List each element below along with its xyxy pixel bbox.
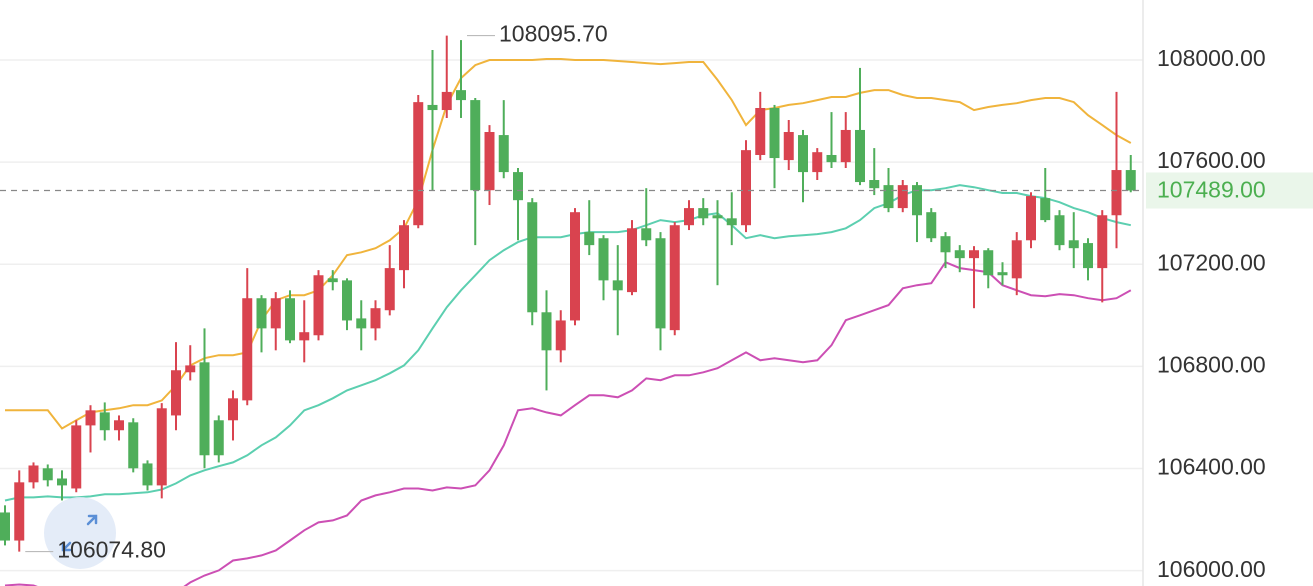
candle-body [869,180,880,189]
candle-body [897,185,908,209]
candle-body [954,250,965,259]
expand-icon[interactable] [61,514,98,552]
candle-body [855,129,865,183]
candle-body [783,132,794,161]
candle-body [926,212,937,239]
candle-body [684,208,694,226]
candle-body [812,152,823,173]
candle-body [85,410,96,426]
last-price-label: 107489.00 [1157,177,1266,203]
candle-body [128,422,139,469]
candle-body [399,225,409,271]
candle-body [1040,198,1051,221]
candle-body [769,108,780,159]
y-tick-label: 108000.00 [1157,45,1266,71]
candle-body [1026,196,1036,241]
candle-body [655,238,666,329]
candle-body [213,420,224,456]
candle-body [1011,240,1022,279]
candle-body [14,482,25,541]
candle-body [199,362,210,456]
candle-body [840,129,851,163]
candle-body [441,91,452,111]
candle-body [698,208,709,219]
candle-body [413,102,424,226]
candle-body [1054,215,1065,246]
candle-body [1125,170,1136,191]
candle-body [470,100,481,191]
y-tick-label: 107200.00 [1157,249,1266,275]
candle-body [1097,215,1108,269]
candle-body [669,225,680,331]
candle-body [598,238,609,281]
candle-body [940,236,951,253]
candle-body [997,272,1008,276]
candle-body [342,280,352,321]
y-tick-label: 107600.00 [1157,147,1266,173]
candle-body [513,172,523,201]
candle-body [156,408,167,486]
candle-body [456,90,466,101]
candle-body [99,412,110,431]
candle-body [1068,240,1079,249]
candle-body [114,420,124,431]
candle-body [527,202,538,313]
candle-body [427,104,438,111]
candle-body [755,108,766,155]
candle-body [270,298,281,329]
candle-body [285,298,295,341]
candle-body [570,212,580,321]
candle-body [584,232,595,246]
y-tick-label: 106800.00 [1157,351,1266,377]
candle-body [42,468,53,481]
candle-body [1111,170,1122,216]
candle-body [299,332,310,341]
candle-body [498,135,509,173]
candle-body [541,312,552,351]
candle-body [384,268,395,311]
candle-body [983,250,994,276]
candle-body [356,318,367,329]
candle-body [228,398,238,421]
candle-body [171,370,181,416]
annotation-label: 106074.80 [57,537,166,563]
band-line [4,260,1132,586]
candle-body [327,278,338,283]
candle-body [71,425,82,489]
candle-body [741,150,751,226]
annotation-label: 108095.70 [499,21,608,47]
candle-body [883,185,894,209]
candle-body [1083,243,1093,269]
candle-body [242,298,253,401]
candle-body [641,228,652,241]
candle-body [627,228,637,293]
candle-body [555,320,566,351]
candle-body [712,215,723,219]
y-tick-label: 106000.00 [1157,556,1266,582]
expand-button[interactable] [44,497,116,569]
candle-body [256,298,267,329]
last-price-badge [1146,172,1313,209]
candle-body [726,218,737,226]
plot-area [0,35,1143,586]
candle-body [798,135,808,173]
candle-body [484,132,495,191]
candle-body [969,250,979,259]
candle-body [28,465,39,483]
band-line [5,58,1132,430]
band-line [4,184,1132,502]
candle-body [0,512,10,541]
candle-body [912,185,922,216]
candle-body [826,154,837,163]
candle-body [370,308,381,329]
y-tick-label: 106400.00 [1157,454,1266,480]
candle-body [313,275,324,336]
candle-body [142,463,153,486]
y-axis: 108000.00 107600.00 107200.00 106800.00 1064… [1157,45,1266,582]
candle-body [185,365,196,373]
candle-body [57,478,67,486]
candle-body [612,280,623,291]
